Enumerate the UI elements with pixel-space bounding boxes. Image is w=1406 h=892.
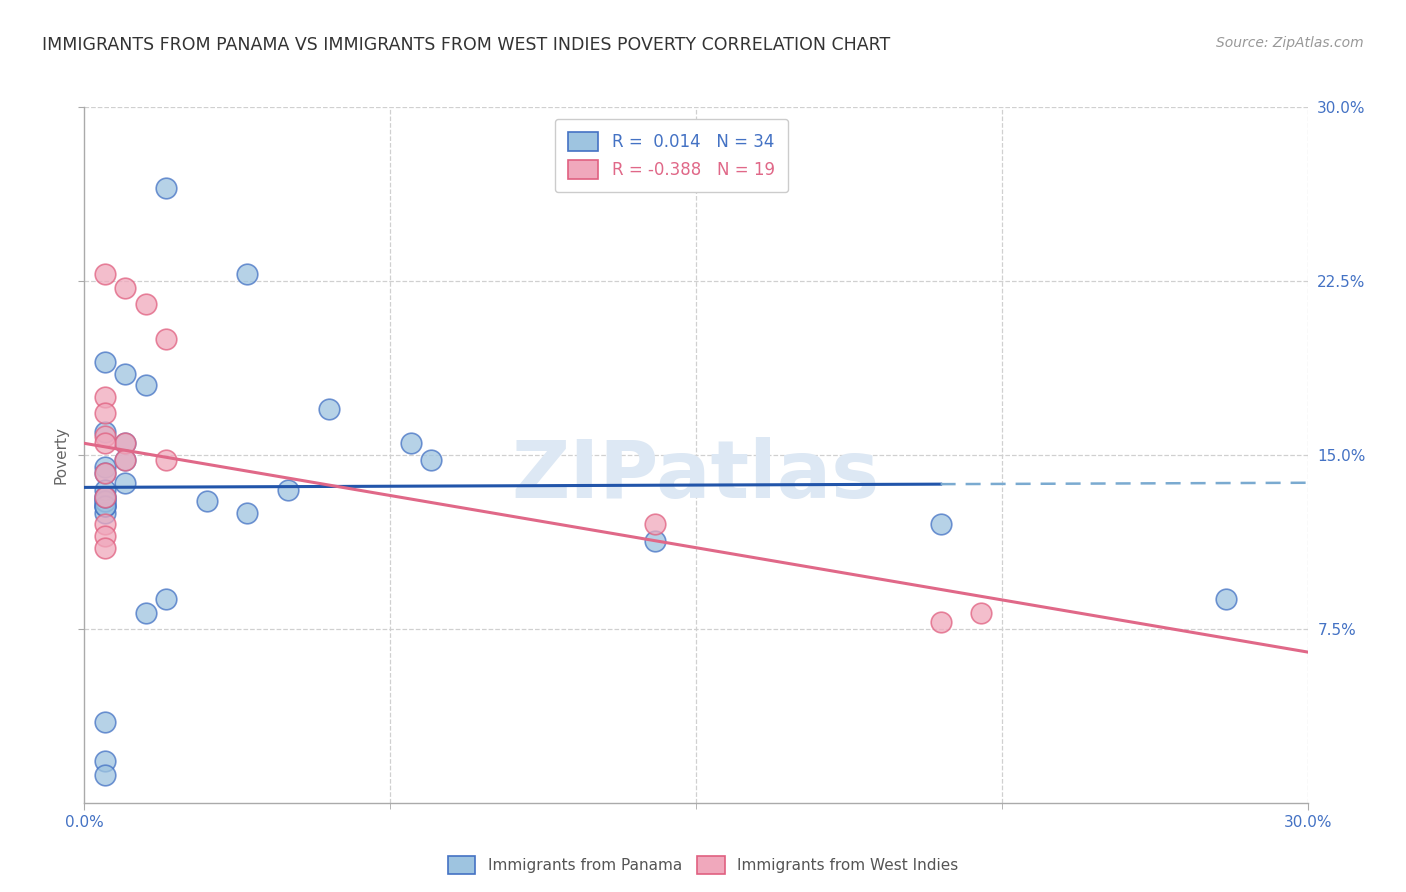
- Point: [114, 452, 136, 467]
- Point: [929, 517, 952, 532]
- Point: [93, 499, 117, 513]
- Point: [93, 490, 117, 504]
- Point: [155, 332, 177, 346]
- Point: [644, 517, 666, 532]
- Point: [155, 181, 177, 195]
- Point: [93, 390, 117, 404]
- Point: [114, 452, 136, 467]
- Point: [93, 768, 117, 782]
- Point: [155, 591, 177, 606]
- Point: [93, 355, 117, 369]
- Point: [93, 754, 117, 768]
- Point: [93, 714, 117, 729]
- Point: [236, 267, 259, 281]
- Point: [93, 425, 117, 439]
- Legend: R =  0.014   N = 34, R = -0.388   N = 19: R = 0.014 N = 34, R = -0.388 N = 19: [555, 119, 787, 193]
- Point: [135, 606, 157, 620]
- Point: [93, 494, 117, 508]
- Point: [1215, 591, 1237, 606]
- Point: [114, 367, 136, 381]
- Point: [420, 452, 443, 467]
- Point: [644, 533, 666, 548]
- Point: [318, 401, 340, 416]
- Point: [93, 499, 117, 513]
- Point: [277, 483, 299, 497]
- Point: [93, 436, 117, 450]
- Point: [114, 436, 136, 450]
- Legend: Immigrants from Panama, Immigrants from West Indies: Immigrants from Panama, Immigrants from …: [441, 850, 965, 880]
- Point: [93, 483, 117, 497]
- Point: [93, 529, 117, 543]
- Point: [93, 494, 117, 508]
- Point: [93, 506, 117, 520]
- Point: [195, 494, 218, 508]
- Point: [93, 267, 117, 281]
- Point: [93, 429, 117, 443]
- Point: [929, 615, 952, 629]
- Point: [135, 378, 157, 392]
- Point: [93, 541, 117, 555]
- Point: [970, 606, 993, 620]
- Point: [93, 467, 117, 481]
- Point: [93, 406, 117, 420]
- Point: [114, 436, 136, 450]
- Text: Source: ZipAtlas.com: Source: ZipAtlas.com: [1216, 36, 1364, 50]
- Point: [93, 467, 117, 481]
- Point: [135, 297, 157, 311]
- Point: [399, 436, 422, 450]
- Point: [93, 517, 117, 532]
- Text: ZIPatlas: ZIPatlas: [512, 437, 880, 515]
- Point: [114, 281, 136, 295]
- Text: IMMIGRANTS FROM PANAMA VS IMMIGRANTS FROM WEST INDIES POVERTY CORRELATION CHART: IMMIGRANTS FROM PANAMA VS IMMIGRANTS FRO…: [42, 36, 890, 54]
- Point: [93, 459, 117, 474]
- Point: [236, 506, 259, 520]
- Point: [155, 452, 177, 467]
- Point: [93, 499, 117, 513]
- Point: [93, 490, 117, 504]
- Point: [93, 490, 117, 504]
- Y-axis label: Poverty: Poverty: [53, 425, 69, 484]
- Point: [114, 475, 136, 490]
